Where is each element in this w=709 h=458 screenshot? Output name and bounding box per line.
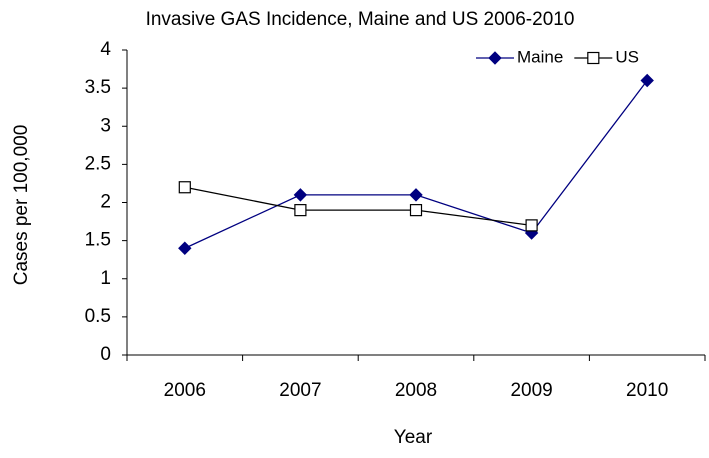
series-line	[184, 80, 648, 249]
point-marker	[409, 204, 423, 217]
point-marker	[525, 219, 538, 232]
x-tick-label: 2010	[626, 380, 668, 401]
y-tick-label: 3.5	[85, 77, 111, 98]
y-tick-label: 3	[100, 115, 111, 136]
point-marker	[178, 241, 192, 255]
x-tick-label: 2009	[510, 380, 552, 401]
y-tick-label: 4	[100, 39, 111, 60]
y-tick-label: 2.5	[85, 153, 111, 174]
point-marker	[178, 181, 191, 194]
legend-label: US	[615, 47, 639, 66]
x-tick-label: 2006	[164, 380, 206, 401]
y-tick-label: 1	[100, 268, 111, 289]
legend-marker	[488, 51, 502, 65]
legend-marker	[587, 51, 600, 65]
x-tick-label: 2008	[395, 380, 437, 401]
series-line	[184, 186, 532, 227]
point-marker	[409, 188, 423, 202]
point-marker	[294, 204, 307, 217]
x-tick-label: 2007	[279, 380, 321, 401]
legend-label: Maine	[517, 47, 563, 66]
y-tick-label: 2	[100, 192, 111, 213]
point-marker	[293, 188, 308, 202]
y-tick-label: 0	[100, 344, 111, 365]
x-axis-label: Year	[394, 427, 433, 448]
y-tick-label: 0.5	[85, 306, 111, 327]
y-axis-label: Cases per 100,000	[11, 125, 32, 286]
point-marker	[640, 73, 654, 88]
chart-title: Invasive GAS Incidence, Maine and US 200…	[146, 9, 575, 30]
y-tick-label: 1.5	[85, 230, 111, 251]
